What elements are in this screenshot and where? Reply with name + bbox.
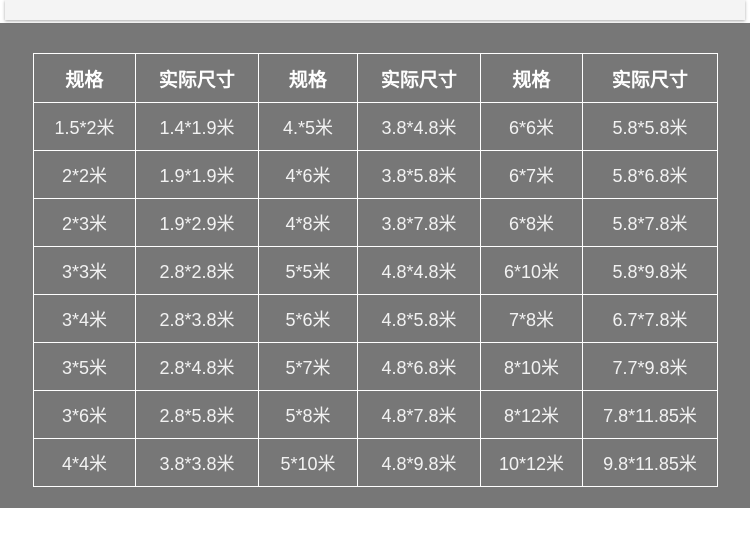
actual-size-cell: 1.4*1.9米 xyxy=(135,102,259,151)
actual-size-cell: 3.8*5.8米 xyxy=(357,150,481,199)
table-row: 2*2米 1.9*1.9米 4*6米 3.8*5.8米 6*7米 5.8*6.8米 xyxy=(33,150,718,199)
actual-size-cell: 7.8*11.85米 xyxy=(582,390,718,439)
spec-cell: 3*4米 xyxy=(33,294,136,343)
spec-cell: 4*8米 xyxy=(258,198,358,247)
actual-size-cell: 2.8*4.8米 xyxy=(135,342,259,391)
actual-size-cell: 4.8*9.8米 xyxy=(357,438,481,487)
table-row: 2*3米 1.9*2.9米 4*8米 3.8*7.8米 6*8米 5.8*7.8米 xyxy=(33,198,718,247)
table-row: 4*4米 3.8*3.8米 5*10米 4.8*9.8米 10*12米 9.8*11.85… xyxy=(33,438,718,487)
actual-size-cell: 2.8*2.8米 xyxy=(135,246,259,295)
actual-size-cell: 2.8*5.8米 xyxy=(135,390,259,439)
table-row: 3*3米 2.8*2.8米 5*5米 4.8*4.8米 6*10米 5.8*9.8米 xyxy=(33,246,718,295)
header-spec: 规格 xyxy=(258,53,358,103)
actual-size-cell: 2.8*3.8米 xyxy=(135,294,259,343)
header-actual-size: 实际尺寸 xyxy=(357,53,481,103)
spec-cell: 5*8米 xyxy=(258,390,358,439)
spec-cell: 4*6米 xyxy=(258,150,358,199)
actual-size-cell: 4.8*4.8米 xyxy=(357,246,481,295)
actual-size-cell: 9.8*11.85米 xyxy=(582,438,718,487)
actual-size-cell: 5.8*5.8米 xyxy=(582,102,718,151)
actual-size-cell: 5.8*6.8米 xyxy=(582,150,718,199)
spec-cell: 5*10米 xyxy=(258,438,358,487)
actual-size-cell: 1.9*2.9米 xyxy=(135,198,259,247)
spec-cell: 6*10米 xyxy=(480,246,583,295)
actual-size-cell: 6.7*7.8米 xyxy=(582,294,718,343)
spec-cell: 5*7米 xyxy=(258,342,358,391)
actual-size-cell: 3.8*4.8米 xyxy=(357,102,481,151)
table-row: 1.5*2米 1.4*1.9米 4.*5米 3.8*4.8米 6*6米 5.8*5.8米 xyxy=(33,102,718,151)
spec-cell: 3*6米 xyxy=(33,390,136,439)
actual-size-cell: 7.7*9.8米 xyxy=(582,342,718,391)
header-spec: 规格 xyxy=(480,53,583,103)
spec-cell: 7*8米 xyxy=(480,294,583,343)
table-row: 3*5米 2.8*4.8米 5*7米 4.8*6.8米 8*10米 7.7*9.8米 xyxy=(33,342,718,391)
header-actual-size: 实际尺寸 xyxy=(582,53,718,103)
actual-size-cell: 5.8*7.8米 xyxy=(582,198,718,247)
spec-cell: 6*6米 xyxy=(480,102,583,151)
spec-cell: 5*6米 xyxy=(258,294,358,343)
spec-cell: 5*5米 xyxy=(258,246,358,295)
spec-cell: 8*10米 xyxy=(480,342,583,391)
actual-size-cell: 3.8*3.8米 xyxy=(135,438,259,487)
header-row: 规格 实际尺寸 规格 实际尺寸 规格 实际尺寸 xyxy=(33,53,718,103)
header-actual-size: 实际尺寸 xyxy=(135,53,259,103)
spec-cell: 8*12米 xyxy=(480,390,583,439)
actual-size-cell: 5.8*9.8米 xyxy=(582,246,718,295)
header-spec: 规格 xyxy=(33,53,136,103)
actual-size-cell: 1.9*1.9米 xyxy=(135,150,259,199)
actual-size-cell: 4.8*6.8米 xyxy=(357,342,481,391)
size-table: 规格 实际尺寸 规格 实际尺寸 规格 实际尺寸 1.5*2米 1.4*1.9米 4.*5米 3.… xyxy=(33,53,718,487)
actual-size-cell: 3.8*7.8米 xyxy=(357,198,481,247)
top-panel xyxy=(5,0,745,20)
actual-size-cell: 4.8*7.8米 xyxy=(357,390,481,439)
spec-cell: 2*2米 xyxy=(33,150,136,199)
spec-cell: 1.5*2米 xyxy=(33,102,136,151)
table-row: 3*4米 2.8*3.8米 5*6米 4.8*5.8米 7*8米 6.7*7.8米 xyxy=(33,294,718,343)
spec-cell: 6*8米 xyxy=(480,198,583,247)
spec-cell: 4.*5米 xyxy=(258,102,358,151)
spec-cell: 10*12米 xyxy=(480,438,583,487)
spec-cell: 3*5米 xyxy=(33,342,136,391)
spec-cell: 3*3米 xyxy=(33,246,136,295)
spec-cell: 2*3米 xyxy=(33,198,136,247)
spec-cell: 4*4米 xyxy=(33,438,136,487)
spec-cell: 6*7米 xyxy=(480,150,583,199)
actual-size-cell: 4.8*5.8米 xyxy=(357,294,481,343)
table-row: 3*6米 2.8*5.8米 5*8米 4.8*7.8米 8*12米 7.8*11.85米 xyxy=(33,390,718,439)
